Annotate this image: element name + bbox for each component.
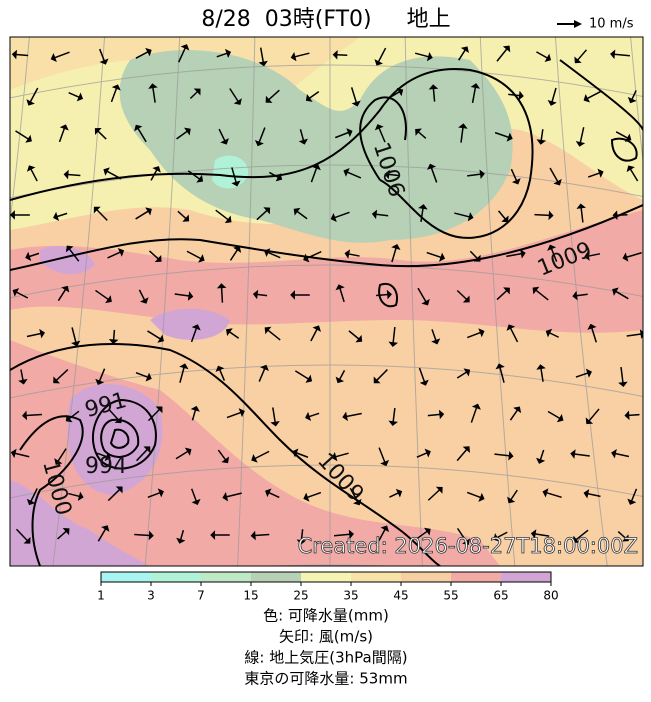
- wind-arrow: [534, 215, 549, 216]
- legend: 色: 可降水量(mm) 矢印: 風(m/s) 線: 地上気圧(3hPa間隔) 東京の可…: [244, 607, 407, 688]
- colorbar-tick-label: 3: [147, 589, 155, 603]
- colorbar-tick-label: 55: [443, 589, 458, 603]
- title: 8/28 03時(FT0) 地上: [201, 7, 450, 32]
- colorbar-tick-label: 45: [393, 589, 408, 603]
- colorbar-tick-label: 65: [493, 589, 508, 603]
- colorbar-tick-label: 15: [243, 589, 258, 603]
- colorbar-segment: [101, 572, 151, 582]
- colorbar-tick-label: 25: [293, 589, 308, 603]
- contour-label: 994: [85, 454, 127, 479]
- created-stamp: Created: 2026-08-27T18:00:00Z: [298, 534, 638, 558]
- colorbar-segment: [301, 572, 351, 582]
- colorbar-segment: [451, 572, 501, 582]
- colorbar-segment: [151, 572, 201, 582]
- wind-arrow: [376, 295, 388, 296]
- legend-line: 色: 可降水量(mm): [263, 607, 389, 625]
- colorbar-segment: [251, 572, 301, 582]
- colorbar-segment: [351, 572, 401, 582]
- colorbar-segment: [401, 572, 451, 582]
- wind-arrow: [629, 415, 640, 416]
- wind-arrow: [68, 175, 81, 176]
- wind-arrow: [134, 535, 149, 536]
- colorbar: 1 3 7 15 25 35 45 55 65 80: [97, 572, 558, 603]
- colorbar-tick-label: 80: [543, 589, 558, 603]
- legend-line: 線: 地上気圧(3hPa間隔): [244, 649, 407, 667]
- legend-line: 矢印: 風(m/s): [279, 628, 373, 646]
- wind-arrow: [114, 330, 115, 340]
- wind-arrow: [26, 414, 42, 415]
- colorbar-tick-label: 7: [197, 589, 205, 603]
- colorbar-tick-label: 35: [343, 589, 358, 603]
- legend-line: 東京の可降水量: 53mm: [244, 670, 407, 688]
- colorbar-segment: [201, 572, 251, 582]
- colorbar-tick-label: 1: [97, 589, 105, 603]
- scale-arrow: [557, 20, 582, 28]
- scale-label: 10 m/s: [589, 17, 634, 32]
- colorbar-segment: [501, 572, 551, 582]
- wind-arrow: [16, 54, 28, 55]
- wind-arrow: [222, 287, 223, 302]
- map: 1006 1009 1009 994 991 1000 Created: 202…: [0, 30, 651, 600]
